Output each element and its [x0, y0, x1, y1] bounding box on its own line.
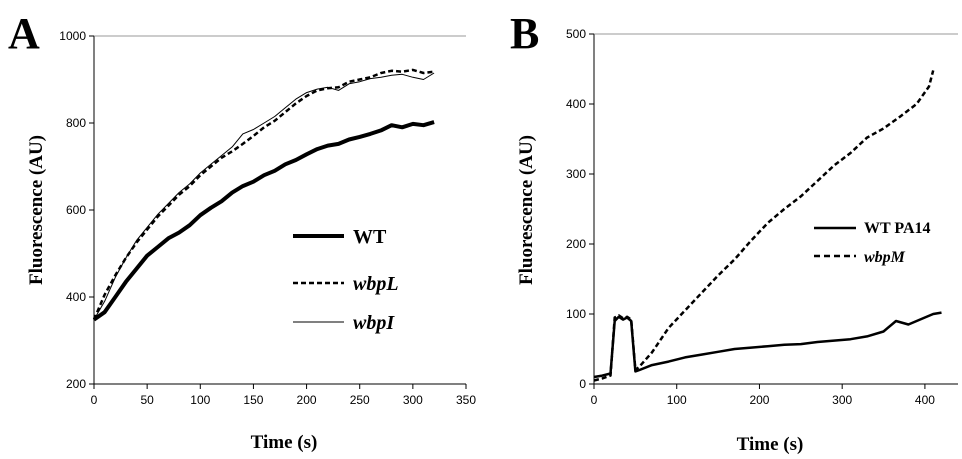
- panel-b-x-ticks: 0 100 200 300 400: [591, 384, 935, 407]
- panel-b-x-tick-label: 100: [667, 393, 687, 407]
- panel-b-y-tick-label: 200: [566, 237, 586, 251]
- panel-a-series: [92, 68, 435, 322]
- panel-a-x-tick-label: 50: [140, 393, 154, 407]
- panel-a-x-tick-label: 200: [297, 393, 317, 407]
- panel-a: A 200 400 600 800 1000 0 50 100 150 200 250 300 350…: [8, 9, 476, 453]
- panel-b-y-ticks: 0 100 200 300 400 500: [566, 27, 594, 391]
- panel-a-x-tick-label: 150: [243, 393, 263, 407]
- panel-b-series: [593, 70, 942, 382]
- panel-a-legend: WT wbpL wbpI: [293, 226, 399, 334]
- panel-b-y-tick-label: 400: [566, 97, 586, 111]
- panel-a-letter: A: [8, 9, 40, 58]
- panel-a-x-title: Time (s): [251, 432, 318, 453]
- legend-label-wbpm: wbpM: [864, 249, 906, 266]
- panel-a-x-tick-label: 0: [91, 393, 98, 407]
- panel-a-x-tick-label: 250: [350, 393, 370, 407]
- panel-b-series-line-wbpm: [593, 70, 935, 382]
- panel-a-x-tick-label: 350: [456, 393, 476, 407]
- panel-b-x-title: Time (s): [737, 434, 804, 455]
- panel-b-legend: WT PA14 wbpM: [814, 220, 931, 266]
- panel-a-y-tick-label: 600: [66, 203, 86, 217]
- panel-a-y-tick-label: 1000: [59, 29, 86, 43]
- panel-a-y-title: Fluorescence (AU): [26, 135, 47, 285]
- panel-b-x-tick-label: 200: [749, 393, 769, 407]
- panel-a-y-tick-label: 400: [66, 290, 86, 304]
- panel-a-y-ticks: 200 400 600 800 1000: [59, 29, 94, 391]
- panel-b-y-tick-label: 300: [566, 167, 586, 181]
- panel-a-x-tick-label: 100: [190, 393, 210, 407]
- panel-b-x-tick-label: 0: [591, 393, 598, 407]
- panel-a-x-ticks: 0 50 100 150 200 250 300 350: [91, 384, 476, 407]
- panel-b-letter: B: [510, 9, 539, 58]
- panel-b-y-tick-label: 500: [566, 27, 586, 41]
- panel-b: B 0 100 200 300 400 500 0 100 200 300 400 Fluores…: [510, 9, 958, 455]
- panel-a-series-line-wbpl: [92, 68, 435, 321]
- panel-a-x-tick-label: 300: [403, 393, 423, 407]
- legend-label-wbpi: wbpI: [353, 312, 395, 334]
- panel-b-y-title: Fluorescence (AU): [516, 135, 537, 285]
- legend-label-wbpl: wbpL: [353, 273, 399, 295]
- panel-a-y-tick-label: 800: [66, 116, 86, 130]
- panel-a-series-line-wt: [92, 120, 435, 322]
- panel-b-y-tick-label: 100: [566, 307, 586, 321]
- panel-b-x-tick-label: 300: [832, 393, 852, 407]
- panel-b-y-tick-label: 0: [579, 377, 586, 391]
- panel-b-series-line-wt-pa14: [593, 311, 942, 379]
- panel-a-y-tick-label: 200: [66, 377, 86, 391]
- panel-b-x-tick-label: 400: [915, 393, 935, 407]
- legend-label-wt: WT: [353, 226, 387, 248]
- panel-a-series-line-wbpi: [93, 72, 435, 320]
- legend-label-wt-pa14: WT PA14: [864, 220, 931, 237]
